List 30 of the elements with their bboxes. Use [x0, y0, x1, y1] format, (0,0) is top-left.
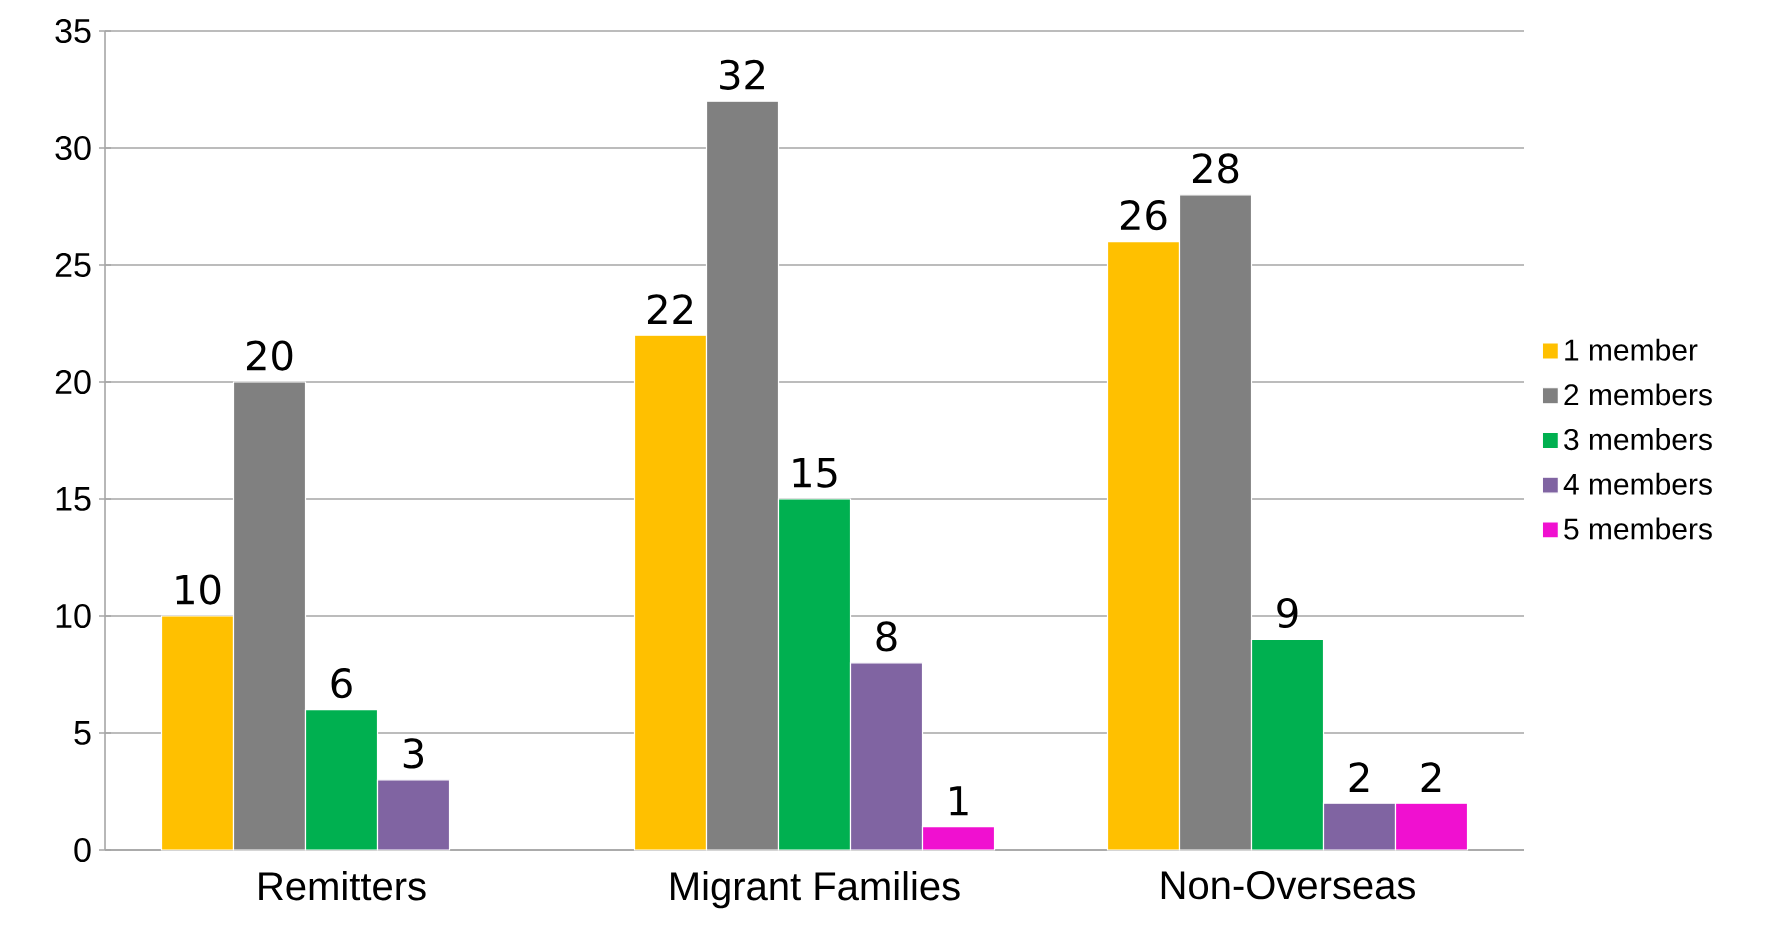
data-label: 20	[246, 340, 293, 371]
legend-label: 5 members	[1564, 517, 1712, 540]
x-tick-label: Migrant Families	[671, 871, 960, 909]
data-label: 2	[1421, 762, 1441, 792]
data-label: 10	[176, 574, 221, 605]
data-label: 9	[1277, 597, 1298, 629]
legend-label: 2 members	[1564, 383, 1712, 406]
data-label: 26	[1120, 200, 1167, 231]
data-label: 1	[950, 786, 968, 816]
x-tick-label: Non-Overseas	[1161, 871, 1415, 900]
data-label: 15	[793, 458, 837, 488]
y-tick-label: 0	[74, 837, 91, 863]
y-tick-label: 25	[55, 252, 91, 278]
legend-label: 3 members	[1564, 428, 1712, 451]
data-label: 6	[331, 668, 352, 699]
x-tick-label: Remitters	[259, 871, 426, 901]
y-tick-label: 5	[74, 721, 91, 745]
data-label: 3	[403, 738, 424, 769]
legend-label: 1 member	[1565, 338, 1698, 361]
data-label: 32	[720, 59, 764, 90]
data-label: 28	[1192, 153, 1239, 184]
y-tick-label: 35	[55, 18, 91, 44]
data-label: 22	[647, 294, 692, 324]
y-tick-label: 15	[56, 487, 91, 511]
data-label: 2	[1349, 762, 1369, 792]
legend-label: 4 members	[1563, 472, 1712, 495]
data-label: 8	[876, 621, 897, 652]
y-tick-label: 30	[55, 135, 91, 161]
y-tick-label: 20	[55, 369, 91, 395]
y-tick-label: 10	[56, 603, 91, 629]
